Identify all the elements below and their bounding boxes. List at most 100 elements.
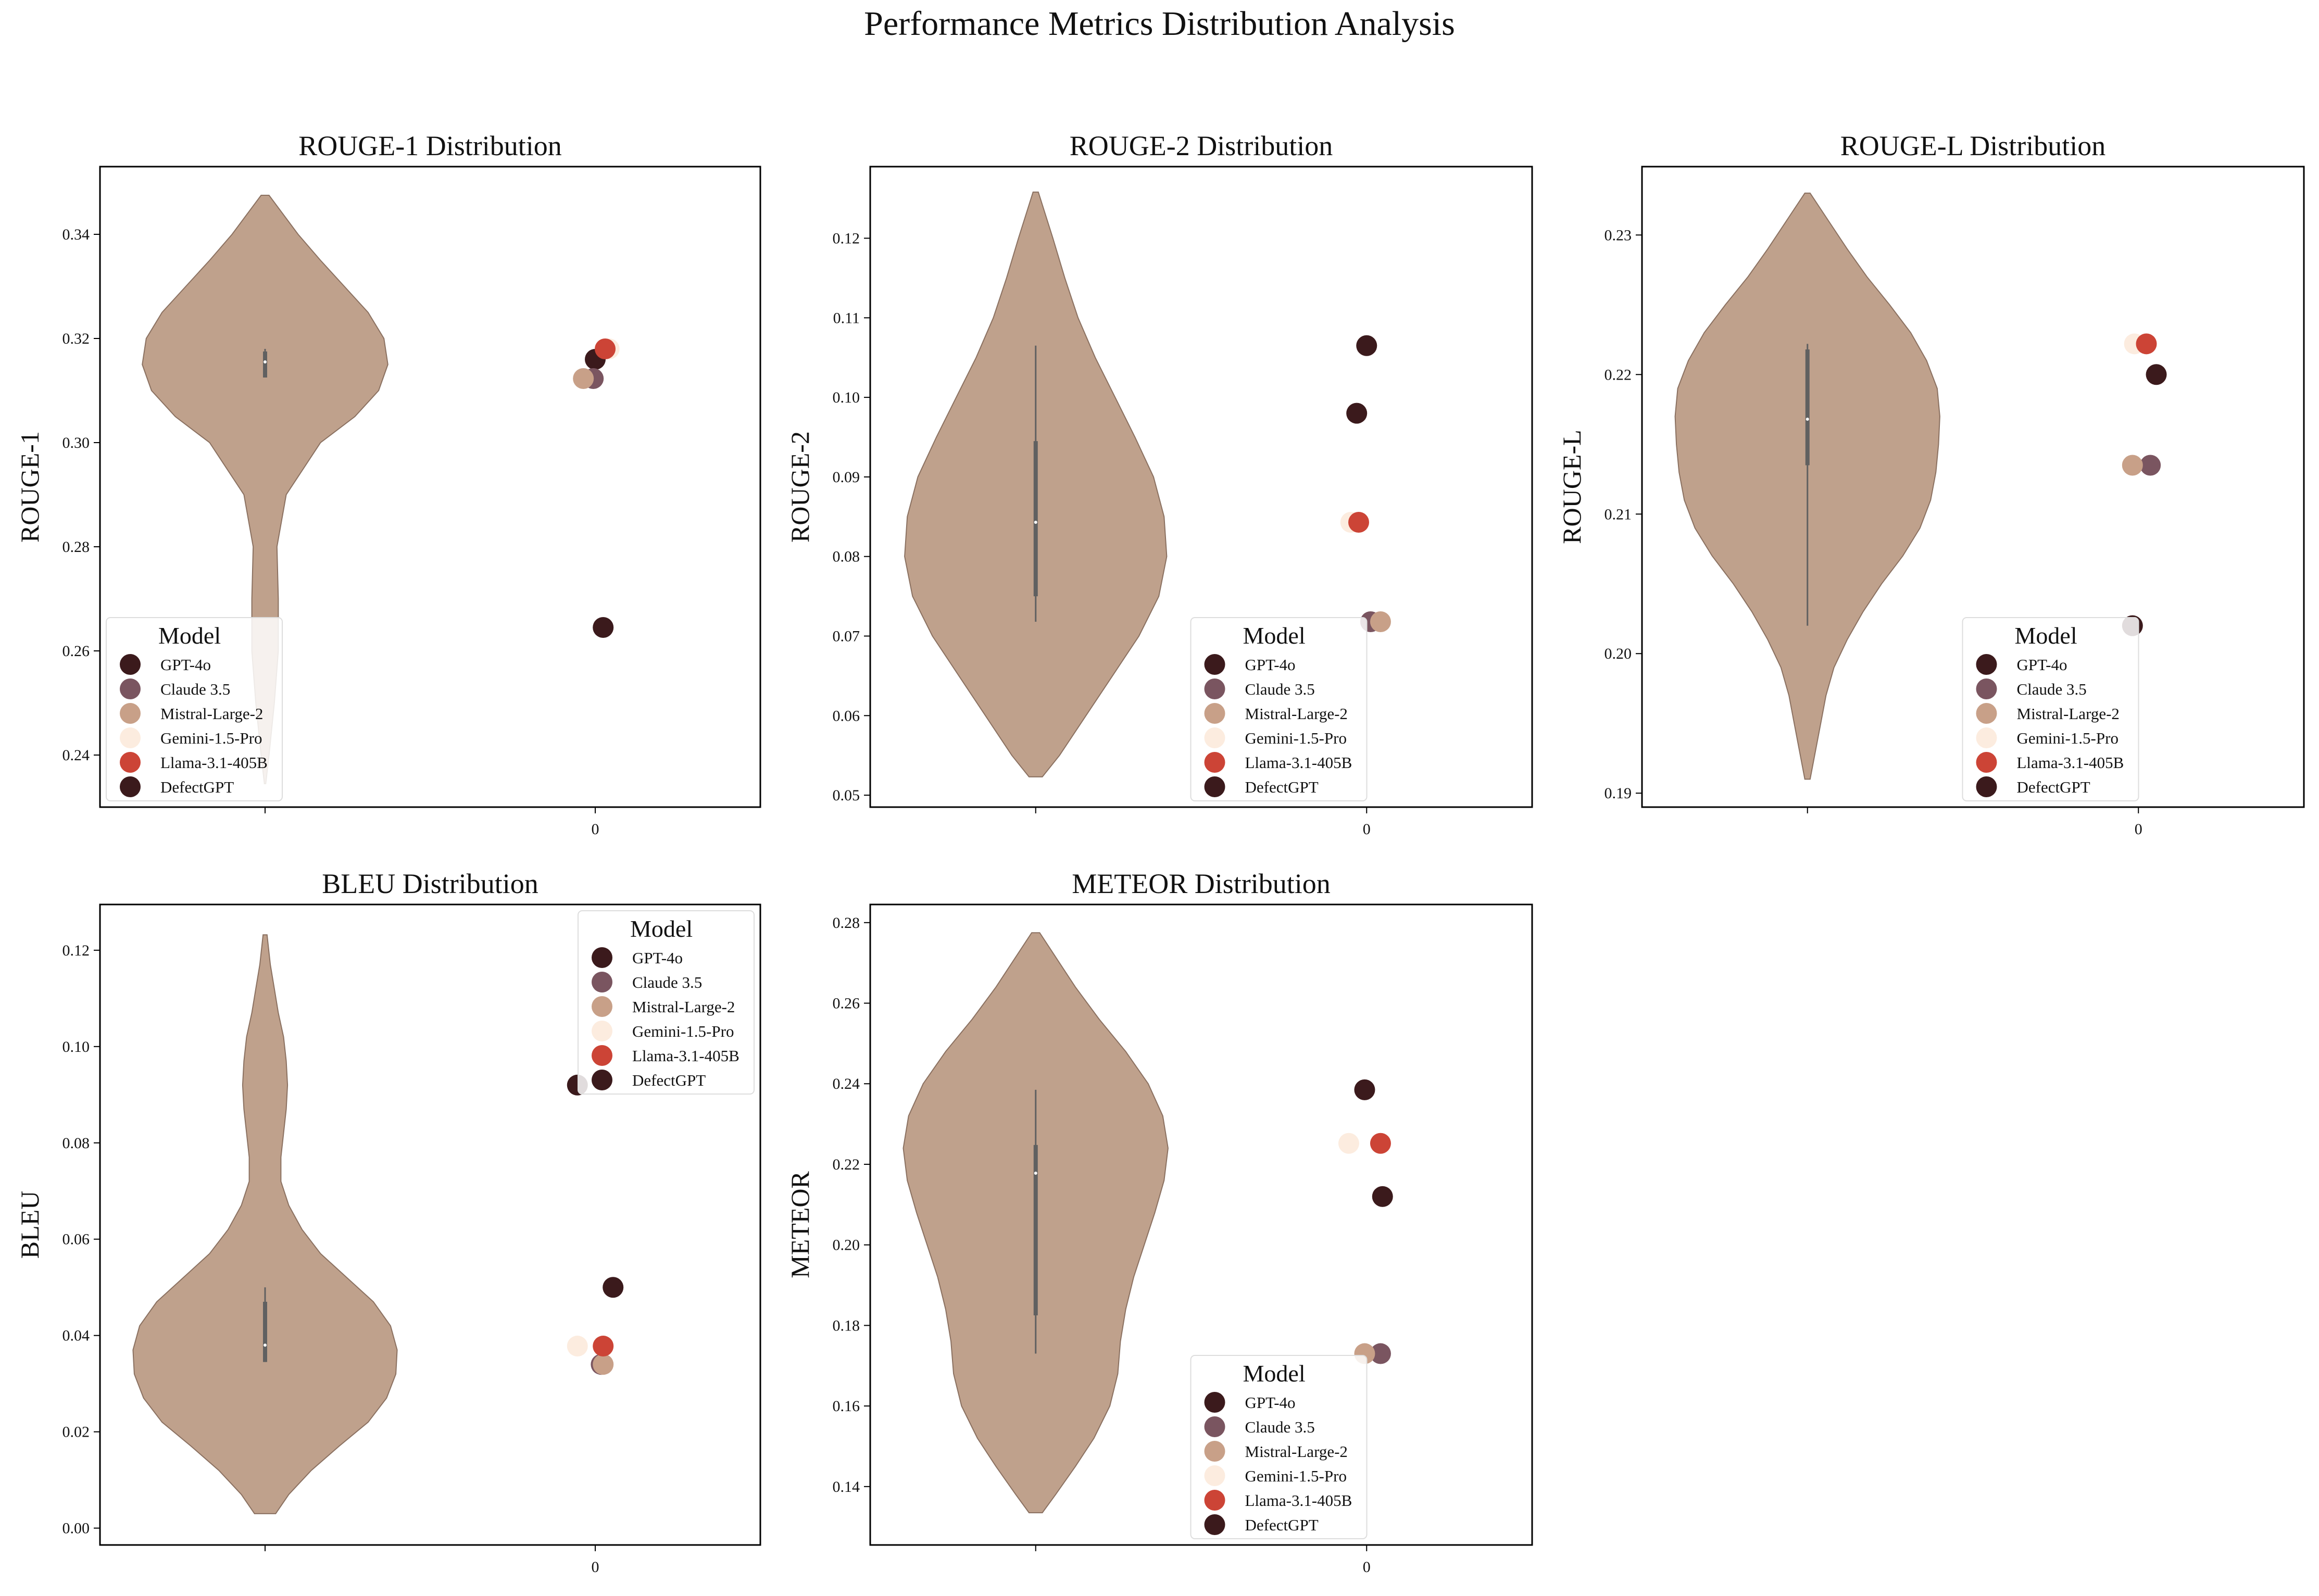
y-tick-label: 0.20 — [833, 1237, 860, 1254]
y-tick-label: 0.02 — [62, 1424, 90, 1441]
legend-label: Llama-3.1-405B — [632, 1047, 739, 1065]
legend-title: Model — [1243, 1360, 1306, 1387]
y-tick-label: 0.07 — [833, 627, 860, 645]
legend-label: Gemini-1.5-Pro — [1245, 729, 1347, 747]
y-tick-label: 0.09 — [833, 469, 860, 486]
legend: Model GPT-4o Claude 3.5 Mistral-Large-2 Gemi… — [1962, 617, 2139, 801]
y-tick-label: 0.21 — [1605, 506, 1632, 523]
y-tick-label: 0.24 — [62, 747, 90, 764]
y-tick-label: 0.19 — [1605, 785, 1632, 802]
data-point — [2140, 455, 2161, 476]
data-point — [1370, 1133, 1391, 1154]
data-point — [1370, 1343, 1391, 1364]
violin-iqr-box — [263, 1301, 267, 1362]
axes-frame — [869, 166, 1533, 808]
data-point — [1372, 1186, 1393, 1207]
legend-label: Llama-3.1-405B — [2017, 753, 2124, 772]
legend-title: Model — [2015, 622, 2077, 649]
data-point — [573, 368, 594, 389]
y-tick-label: 0.14 — [833, 1478, 860, 1496]
legend-label: Claude 3.5 — [1245, 1418, 1315, 1436]
axes-frame — [99, 903, 761, 1546]
y-tick-label: 0.00 — [62, 1520, 90, 1537]
legend-marker — [592, 972, 612, 992]
data-point — [1346, 403, 1368, 424]
legend-label: DefectGPT — [2017, 778, 2090, 796]
subplot-4: BLEU Distribution BLEU 0.00 0.02 0.04 0.06 0.0… — [15, 868, 761, 1576]
legend: Model GPT-4o Claude 3.5 Mistral-Large-2 Gemi… — [1190, 1355, 1368, 1539]
legend-marker — [1976, 752, 1997, 773]
y-tick-label: 0.28 — [62, 538, 90, 556]
violin-iqr-box — [1033, 1145, 1038, 1316]
legend-label: Claude 3.5 — [2017, 680, 2087, 698]
y-tick-label: 0.18 — [833, 1317, 860, 1334]
y-tick-label: 0.08 — [833, 548, 860, 565]
legend-label: Mistral-Large-2 — [632, 998, 735, 1016]
legend-marker — [120, 678, 141, 699]
subplot-2: ROUGE-2 Distribution ROUGE-2 0.05 0.06 0.07 0… — [785, 130, 1533, 838]
data-point — [595, 338, 616, 359]
legend-marker — [1204, 1490, 1225, 1511]
legend-marker — [1204, 776, 1225, 797]
subplot-1: ROUGE-1 Distribution ROUGE-1 0.24 0.26 0.28 0… — [15, 130, 761, 838]
y-tick-label: 0.04 — [62, 1327, 90, 1344]
legend-marker — [592, 996, 612, 1017]
violin-median — [1806, 418, 1809, 421]
axes-frame — [99, 166, 761, 808]
y-tick-label: 0.08 — [62, 1135, 90, 1152]
legend-frame — [1190, 1355, 1368, 1539]
y-tick-label: 0.22 — [833, 1156, 860, 1173]
x-tick-label: 0 — [1363, 1559, 1371, 1576]
legend-label: Claude 3.5 — [632, 973, 702, 991]
legend-label: Mistral-Large-2 — [1245, 705, 1348, 723]
data-point — [593, 617, 614, 638]
subplot-title: ROUGE-1 Distribution — [298, 130, 562, 161]
legend-marker — [592, 1045, 612, 1066]
x-tick-label: 0 — [2135, 821, 2142, 838]
legend-label: Gemini-1.5-Pro — [160, 729, 262, 747]
y-tick-label: 0.10 — [62, 1038, 90, 1055]
legend-title: Model — [630, 915, 693, 942]
y-tick-label: 0.10 — [833, 389, 860, 406]
legend-label: GPT-4o — [1245, 1393, 1296, 1412]
data-point — [603, 1277, 624, 1298]
legend-marker — [1204, 678, 1225, 699]
legend-frame — [578, 910, 755, 1095]
legend: Model GPT-4o Claude 3.5 Mistral-Large-2 Gemi… — [1190, 617, 1368, 801]
violin-iqr-box — [263, 351, 267, 378]
legend-label: Mistral-Large-2 — [2017, 705, 2120, 723]
legend-label: DefectGPT — [1245, 1516, 1319, 1534]
legend-marker — [1204, 727, 1225, 748]
y-axis-label: ROUGE-1 — [15, 431, 44, 543]
legend-label: DefectGPT — [632, 1071, 706, 1089]
legend-marker — [120, 654, 141, 675]
legend-marker — [1976, 776, 1997, 797]
legend-label: GPT-4o — [160, 656, 211, 674]
subplot-title: ROUGE-L Distribution — [1840, 130, 2105, 161]
legend-frame — [1962, 617, 2139, 801]
data-point — [2136, 333, 2157, 355]
axes-frame — [869, 903, 1533, 1546]
subplot-3: ROUGE-L Distribution ROUGE-L 0.19 0.20 0.21 0… — [1557, 130, 2305, 838]
y-tick-label: 0.24 — [833, 1075, 860, 1092]
y-tick-label: 0.22 — [1605, 366, 1632, 383]
violin-median — [264, 360, 267, 363]
legend: Model GPT-4o Claude 3.5 Mistral-Large-2 Gemi… — [106, 617, 283, 801]
legend: Model GPT-4o Claude 3.5 Mistral-Large-2 Gemi… — [578, 910, 755, 1095]
violin-iqr-box — [1805, 349, 1810, 466]
legend-marker — [592, 1070, 612, 1090]
violin-body — [132, 934, 398, 1514]
legend-marker — [1976, 703, 1997, 724]
figure-title: Performance Metrics Distribution Analysi… — [864, 5, 1455, 43]
legend-title: Model — [158, 622, 221, 649]
y-tick-label: 0.23 — [1605, 227, 1632, 244]
legend-marker — [1976, 654, 1997, 675]
y-tick-label: 0.26 — [62, 643, 90, 660]
y-axis-label: ROUGE-2 — [785, 431, 814, 543]
y-axis-label: METEOR — [785, 1171, 814, 1278]
data-point — [1370, 611, 1391, 632]
axes-frame — [1641, 166, 2305, 808]
legend-label: GPT-4o — [2017, 656, 2067, 674]
y-tick-label: 0.28 — [833, 914, 860, 932]
